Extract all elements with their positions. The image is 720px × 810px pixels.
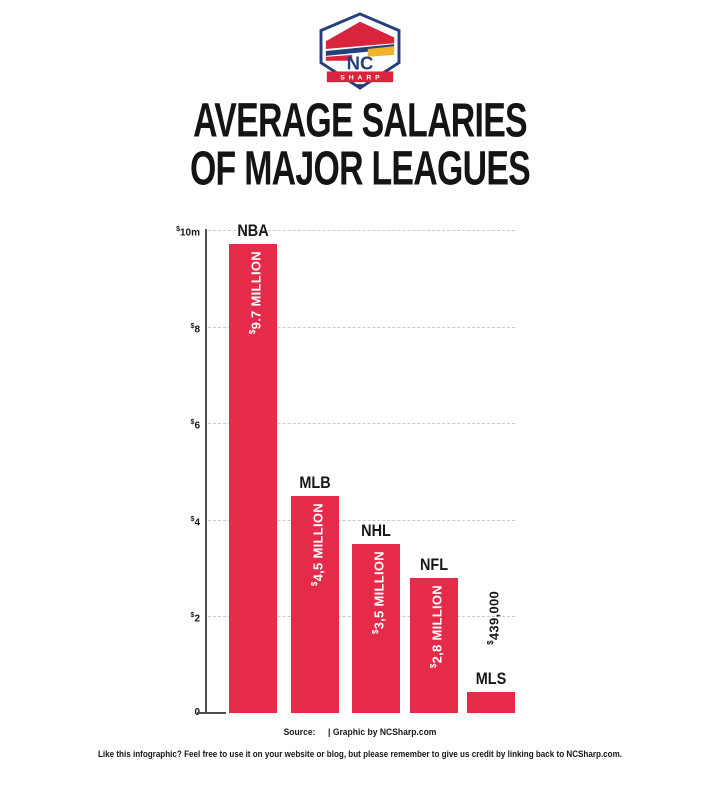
bar-value-mlb: $4,5 MILLION — [310, 502, 326, 586]
bar-label-nhl: NHL — [361, 520, 391, 540]
title-line-2: OF MAJOR LEAGUES — [189, 140, 531, 195]
source-credit: Graphic by NCSharp.com — [332, 727, 437, 738]
bar-label-nfl: NFL — [419, 554, 449, 574]
y-axis-line — [205, 229, 207, 713]
bar-mls — [467, 691, 515, 713]
source-line: Source: | Graphic by NCSharp.com — [36, 727, 684, 738]
bar-nhl — [352, 543, 400, 713]
logo-yellow-shape — [367, 46, 395, 57]
source-divider: | — [328, 727, 331, 738]
page-title: AVERAGE SALARIES OF MAJOR LEAGUES — [0, 92, 720, 195]
logo-roof-shape — [325, 21, 395, 50]
footer-note: Like this infographic? Feel free to use … — [97, 749, 623, 760]
y-axis-tick-label: $4 — [190, 515, 200, 529]
gridline-4 — [208, 519, 515, 521]
title-line-1: AVERAGE SALARIES — [193, 92, 528, 147]
y-axis-tick-label: $6 — [190, 419, 200, 432]
gridline-6 — [208, 423, 515, 425]
bar-value-nhl: $3,5 MILLION — [371, 550, 387, 635]
y-axis-tick-label: $2 — [190, 612, 200, 625]
y-axis-tick-label: 0 — [166, 707, 200, 719]
bar-nfl — [410, 577, 458, 713]
ncsharp-logo: NC SHARP — [319, 12, 401, 90]
logo-banner — [326, 71, 394, 83]
gridline-8 — [208, 326, 515, 328]
logo-bottom-point — [353, 84, 367, 90]
logo-stripe-shape — [325, 44, 395, 56]
bar-mlb — [291, 495, 339, 713]
x-axis-line — [197, 712, 226, 714]
bar-label-nba: NBA — [237, 221, 269, 241]
y-axis-tick-label: $8 — [190, 322, 200, 335]
logo-sharp-text: SHARP — [340, 75, 383, 82]
bar-value-nfl: $2,8 MILLION — [429, 584, 445, 668]
bar-value-mls: $439,000 — [486, 590, 502, 645]
y-axis-tick-label: $10m — [176, 226, 200, 239]
bar-value-nba: $9.7 MILLION — [248, 251, 264, 335]
bar-label-mlb: MLB — [299, 472, 331, 492]
bar-nba — [229, 244, 277, 713]
gridline-10m — [208, 230, 515, 231]
bar-label-mls: MLS — [475, 668, 507, 688]
source-label: Source: — [283, 727, 316, 738]
logo-red-band-shape — [325, 54, 353, 61]
logo-nc-text: NC — [347, 53, 374, 74]
